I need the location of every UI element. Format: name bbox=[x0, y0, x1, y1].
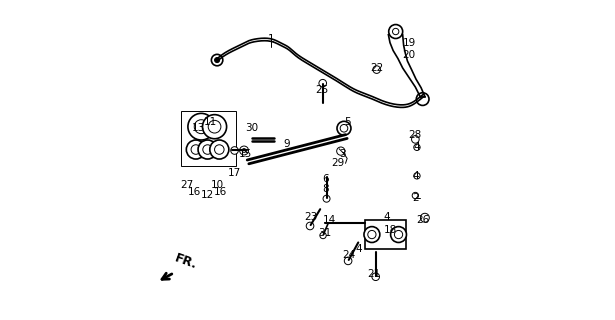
Text: 14: 14 bbox=[323, 215, 336, 225]
Circle shape bbox=[202, 115, 226, 139]
Circle shape bbox=[319, 79, 327, 87]
Text: 15: 15 bbox=[239, 149, 252, 159]
Text: 25: 25 bbox=[315, 85, 328, 95]
Circle shape bbox=[411, 136, 419, 143]
Text: 11: 11 bbox=[204, 117, 217, 127]
Circle shape bbox=[372, 273, 379, 281]
Text: 4: 4 bbox=[384, 212, 390, 222]
Text: 23: 23 bbox=[304, 212, 317, 222]
Text: 4: 4 bbox=[412, 171, 419, 181]
Circle shape bbox=[240, 146, 248, 155]
Circle shape bbox=[336, 147, 345, 155]
Text: 19: 19 bbox=[402, 38, 416, 48]
Text: 29: 29 bbox=[331, 158, 344, 168]
Text: 18: 18 bbox=[383, 225, 397, 235]
FancyBboxPatch shape bbox=[365, 220, 406, 249]
Circle shape bbox=[212, 54, 223, 66]
Text: 4: 4 bbox=[355, 244, 362, 254]
Circle shape bbox=[414, 144, 420, 150]
Circle shape bbox=[186, 140, 205, 159]
Circle shape bbox=[364, 227, 380, 243]
Text: 10: 10 bbox=[210, 180, 224, 190]
Text: 3: 3 bbox=[339, 149, 346, 159]
Text: 26: 26 bbox=[416, 215, 430, 225]
Circle shape bbox=[188, 113, 215, 140]
Circle shape bbox=[320, 232, 326, 239]
Text: 30: 30 bbox=[245, 123, 258, 133]
Text: 2: 2 bbox=[412, 193, 419, 203]
Text: 20: 20 bbox=[402, 50, 416, 60]
Circle shape bbox=[416, 93, 429, 105]
Text: 5: 5 bbox=[344, 117, 351, 127]
Text: 22: 22 bbox=[371, 63, 384, 73]
Text: 13: 13 bbox=[191, 123, 205, 133]
Circle shape bbox=[215, 58, 220, 63]
Circle shape bbox=[323, 195, 330, 202]
Text: 9: 9 bbox=[284, 139, 290, 149]
Text: 8: 8 bbox=[323, 184, 329, 194]
Text: FR.: FR. bbox=[173, 252, 199, 272]
Text: 24: 24 bbox=[342, 250, 355, 260]
Circle shape bbox=[391, 227, 407, 243]
Text: 21: 21 bbox=[368, 269, 381, 279]
Text: 12: 12 bbox=[201, 190, 214, 200]
Circle shape bbox=[231, 147, 239, 154]
Circle shape bbox=[414, 173, 420, 179]
Circle shape bbox=[389, 25, 403, 38]
Circle shape bbox=[421, 213, 429, 222]
Circle shape bbox=[306, 222, 314, 230]
Text: 17: 17 bbox=[228, 168, 241, 178]
Text: 28: 28 bbox=[409, 130, 422, 140]
Text: 31: 31 bbox=[319, 228, 331, 238]
Text: 1: 1 bbox=[268, 35, 274, 44]
Circle shape bbox=[198, 140, 217, 159]
Circle shape bbox=[210, 140, 229, 159]
Text: 27: 27 bbox=[180, 180, 194, 190]
Circle shape bbox=[373, 66, 381, 73]
Circle shape bbox=[337, 121, 351, 135]
Circle shape bbox=[344, 257, 352, 265]
Text: 6: 6 bbox=[323, 174, 329, 184]
Text: 4: 4 bbox=[414, 142, 420, 152]
Text: 16: 16 bbox=[188, 187, 202, 197]
Circle shape bbox=[412, 192, 419, 199]
Text: 16: 16 bbox=[213, 187, 227, 197]
